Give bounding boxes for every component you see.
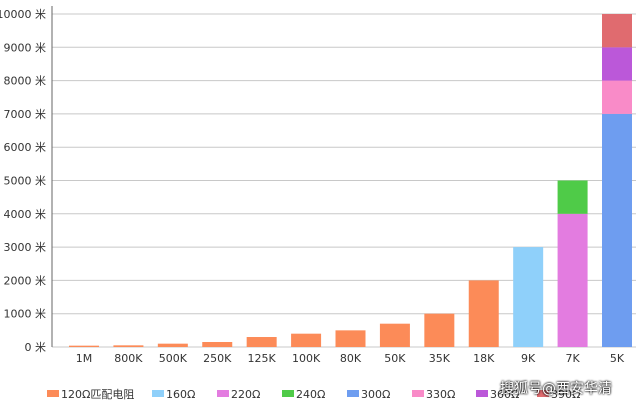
bar-segment: [602, 47, 632, 81]
bar-segment: [513, 247, 544, 347]
legend-swatch: [217, 390, 229, 397]
y-tick-label: 5000 米: [4, 175, 47, 188]
bar-segment: [602, 80, 632, 114]
x-tick-label: 7K: [565, 352, 580, 365]
x-axis: 1M 800K 500K 250K 125K 100K 80K 50K 35K 18K 9K 7K 5K: [76, 352, 625, 365]
bar-segment: [557, 213, 588, 347]
legend-label: 120Ω匹配电阻: [61, 388, 134, 401]
y-axis: 0 米 1000 米 2000 米 3000 米 4000 米 5000 米 6000 米 7…: [0, 6, 53, 354]
x-tick-label: 250K: [203, 352, 232, 365]
watermark-text: 搜狐号@西安华清: [500, 381, 612, 397]
legend-swatch: [537, 390, 549, 397]
bar-segment: [291, 333, 322, 347]
x-tick-label: 5K: [610, 352, 625, 365]
y-tick-label: 10000 米: [0, 8, 46, 21]
bar-segment: [246, 337, 277, 347]
x-tick-label: 500K: [159, 352, 188, 365]
legend-label: 300Ω: [361, 388, 390, 401]
legend-label: 240Ω: [296, 388, 325, 401]
y-tick-label: 8000 米: [4, 75, 47, 88]
legend: 120Ω匹配电阻 160Ω 220Ω 240Ω 300Ω 330Ω 360Ω 390Ω: [47, 388, 580, 401]
bar-segment: [602, 113, 632, 348]
x-tick-label: 1M: [76, 352, 93, 365]
y-tick-label: 4000 米: [4, 208, 47, 221]
bar-segment: [157, 343, 188, 347]
bar-segment: [557, 180, 588, 214]
x-tick-label: 800K: [114, 352, 143, 365]
y-tick-label: 9000 米: [4, 41, 47, 54]
x-tick-label: 100K: [292, 352, 321, 365]
x-tick-label: 125K: [248, 352, 277, 365]
gridlines: [52, 13, 636, 348]
legend-swatch: [476, 390, 488, 397]
legend-label: 390Ω: [551, 388, 580, 401]
legend-swatch: [347, 390, 359, 397]
y-tick-label: 3000 米: [4, 241, 47, 254]
y-tick-label: 6000 米: [4, 141, 47, 154]
legend-label: 220Ω: [231, 388, 260, 401]
bar-segment: [202, 342, 233, 347]
legend-label: 360Ω: [490, 388, 519, 401]
x-tick-label: 18K: [473, 352, 495, 365]
legend-swatch: [47, 390, 59, 397]
y-tick-label: 0 米: [25, 341, 47, 354]
bar-segment: [69, 345, 99, 347]
legend-label: 330Ω: [426, 388, 455, 401]
y-tick-label: 1000 米: [4, 308, 47, 321]
bar-segment: [113, 345, 144, 347]
legend-swatch: [152, 390, 164, 397]
x-tick-label: 35K: [429, 352, 451, 365]
bar-segment: [468, 280, 499, 347]
y-tick-label: 7000 米: [4, 108, 47, 121]
bar-segment: [379, 323, 410, 347]
x-tick-label: 9K: [521, 352, 536, 365]
bar-segment: [424, 313, 455, 347]
bars: [69, 14, 632, 348]
legend-swatch: [412, 390, 424, 397]
legend-label: 160Ω: [166, 388, 195, 401]
x-tick-label: 50K: [384, 352, 406, 365]
x-tick-label: 80K: [340, 352, 362, 365]
bar-segment: [602, 14, 632, 48]
bar-segment: [335, 330, 366, 347]
y-tick-label: 2000 米: [4, 274, 47, 287]
legend-swatch: [282, 390, 294, 397]
